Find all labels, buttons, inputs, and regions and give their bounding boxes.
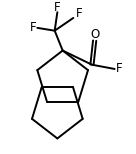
Text: F: F — [29, 21, 36, 34]
Text: F: F — [76, 7, 83, 20]
Text: F: F — [116, 63, 123, 75]
Text: O: O — [90, 28, 99, 41]
Text: F: F — [54, 1, 61, 14]
